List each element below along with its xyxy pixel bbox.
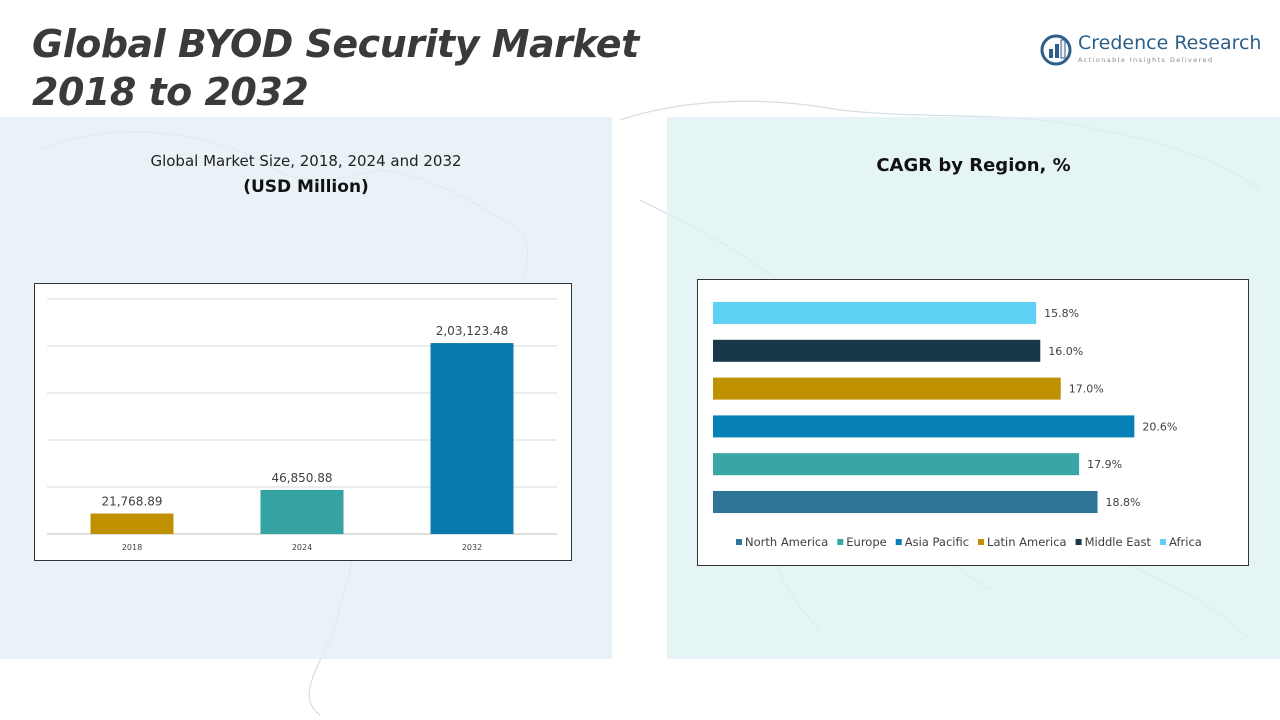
x-tick-label-2032: 2032 <box>462 543 482 552</box>
bar-africa <box>713 302 1037 324</box>
market-size-subtitle: Global Market Size, 2018, 2024 and 2032 <box>150 152 462 170</box>
bar-middle-east <box>713 339 1041 362</box>
market-size-chart: 21,768.89 2018 46,850.88 2024 2,03,123.48 203… <box>34 283 572 561</box>
bar-2032 <box>430 343 514 534</box>
credence-research-logo: Credence Research Actionable Insights De… <box>1040 32 1261 68</box>
logo-tagline: Actionable Insights Delivered <box>1078 56 1214 64</box>
legend-swatch-latin-america <box>978 539 985 545</box>
legend-swatch-north-america <box>736 539 742 545</box>
title-line-2: 2018 to 2032 <box>32 70 309 114</box>
data-label-middle-east: 16.0% <box>1048 345 1083 358</box>
bar-2018 <box>90 513 174 534</box>
legend-label-europe: Europe <box>846 535 886 549</box>
legend-label-middle-east: Middle East <box>1085 535 1152 549</box>
page-title: Global BYOD Security Market 2018 to 2032 <box>32 20 639 116</box>
credence-logo-icon <box>1040 34 1072 66</box>
data-label-2032: 2,03,123.48 <box>436 324 509 338</box>
bar-2024 <box>260 489 344 534</box>
cagr-chart-title: CAGR by Region, % <box>876 155 1071 176</box>
bar-north-america <box>713 491 1098 513</box>
cagr-region-chart-svg: 15.8% 16.0% 17.0% 20.6% 17.9% 18.8% North Amer… <box>713 302 1202 549</box>
data-label-asia-pacific: 20.6% <box>1142 420 1177 433</box>
title-line-1: Global BYOD Security Market <box>32 22 639 66</box>
x-tick-label-2024: 2024 <box>292 543 312 552</box>
data-label-2018: 21,768.89 <box>101 495 162 509</box>
data-label-africa: 15.8% <box>1044 307 1079 320</box>
data-label-latin-america: 17.0% <box>1069 383 1104 396</box>
data-label-2024: 46,850.88 <box>271 471 332 485</box>
bar-europe <box>713 453 1080 476</box>
legend-label-africa: Africa <box>1169 535 1202 549</box>
bar-latin-america <box>713 377 1061 400</box>
data-label-europe: 17.9% <box>1087 458 1122 471</box>
data-label-north-america: 18.8% <box>1106 496 1141 509</box>
bar-asia-pacific <box>713 415 1135 438</box>
market-size-unit: (USD Million) <box>243 177 369 197</box>
legend-swatch-africa <box>1160 539 1167 545</box>
legend-label-asia-pacific: Asia Pacific <box>905 535 969 549</box>
cagr-region-chart: 15.8% 16.0% 17.0% 20.6% 17.9% 18.8% North Amer… <box>697 279 1249 566</box>
logo-name: Credence Research <box>1078 32 1262 54</box>
x-tick-label-2018: 2018 <box>122 543 142 552</box>
market-size-chart-svg: 21,768.89 2018 46,850.88 2024 2,03,123.48 203… <box>47 298 557 552</box>
legend-label-latin-america: Latin America <box>987 535 1067 549</box>
legend-swatch-europe <box>837 539 844 545</box>
legend-swatch-middle-east <box>1075 539 1082 545</box>
legend-label-north-america: North America <box>745 535 828 549</box>
legend-swatch-asia-pacific <box>895 539 902 545</box>
